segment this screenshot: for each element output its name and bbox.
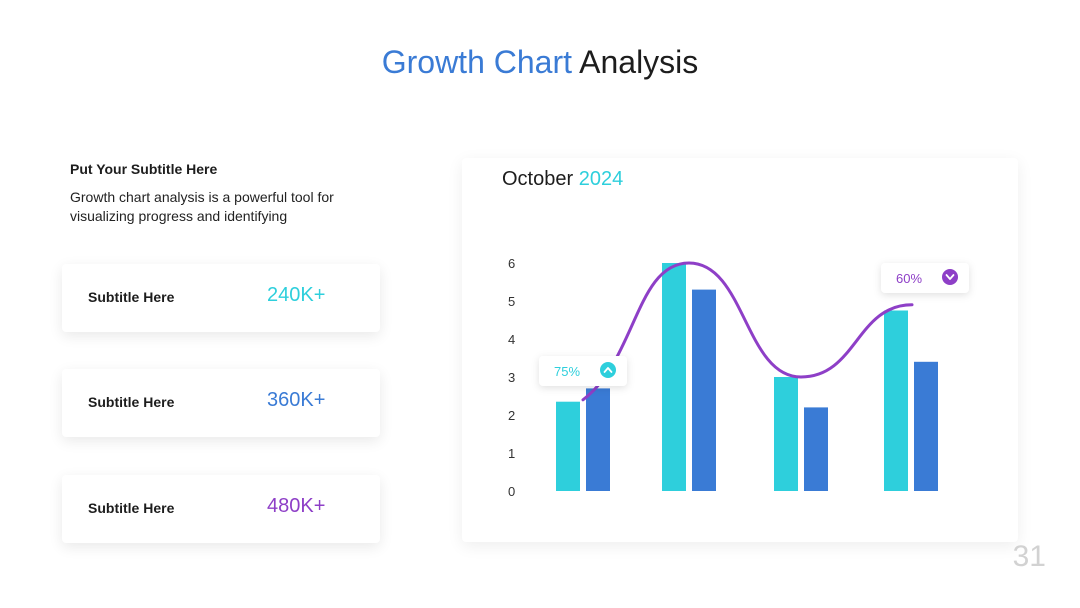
page-title: Growth Chart Analysis bbox=[0, 44, 1080, 81]
callout-label: 60% bbox=[896, 271, 922, 286]
title-highlight: Growth Chart bbox=[381, 44, 572, 80]
stat-card-1: Subtitle Here 240K+ bbox=[62, 264, 380, 332]
chevron-up-icon-glyph bbox=[603, 367, 613, 373]
stat-card-2: Subtitle Here 360K+ bbox=[62, 369, 380, 437]
chevron-down-icon bbox=[942, 269, 958, 285]
y-tick-label: 4 bbox=[508, 332, 515, 347]
chevron-up-icon bbox=[600, 362, 616, 378]
chart-title-year: 2024 bbox=[578, 168, 624, 190]
bar-series1-1 bbox=[556, 401, 580, 491]
y-tick-label: 2 bbox=[508, 408, 515, 423]
bar-series2-1 bbox=[586, 388, 610, 491]
y-tick-label: 6 bbox=[508, 256, 515, 271]
bar-series2-4 bbox=[914, 361, 938, 491]
stat-card-value: 240K+ bbox=[267, 284, 326, 306]
chevron-down-icon-glyph bbox=[945, 274, 955, 280]
bar-series2-3 bbox=[804, 407, 828, 491]
intro-text: Growth chart analysis is a powerful tool… bbox=[70, 189, 334, 224]
bar-series1-2 bbox=[662, 263, 686, 491]
stat-card-value: 480K+ bbox=[267, 495, 326, 517]
stat-card-label: Subtitle Here bbox=[88, 394, 175, 410]
stat-card-label: Subtitle Here bbox=[88, 289, 175, 305]
stat-card-3: Subtitle Here 480K+ bbox=[62, 475, 380, 543]
y-tick-label: 3 bbox=[508, 370, 515, 385]
intro-subtitle: Put Your Subtitle Here bbox=[70, 161, 218, 177]
title-rest: Analysis bbox=[579, 44, 699, 80]
stat-card-label: Subtitle Here bbox=[88, 500, 175, 516]
y-tick-label: 5 bbox=[508, 294, 515, 309]
stat-card-value: 360K+ bbox=[267, 389, 326, 411]
chart-title-month: October bbox=[502, 168, 574, 190]
bar-series1-3 bbox=[774, 377, 798, 491]
callout-2: 60% bbox=[881, 263, 969, 293]
chart-title: October 2024 bbox=[502, 168, 623, 191]
bar-series1-4 bbox=[884, 310, 908, 491]
page-number: 31 bbox=[1012, 540, 1046, 573]
y-tick-label: 1 bbox=[508, 446, 515, 461]
bar-series2-2 bbox=[692, 289, 716, 491]
callout-label: 75% bbox=[554, 364, 580, 379]
y-tick-label: 0 bbox=[508, 484, 515, 499]
callout-1: 75% bbox=[539, 356, 627, 386]
trend-line bbox=[581, 261, 914, 402]
